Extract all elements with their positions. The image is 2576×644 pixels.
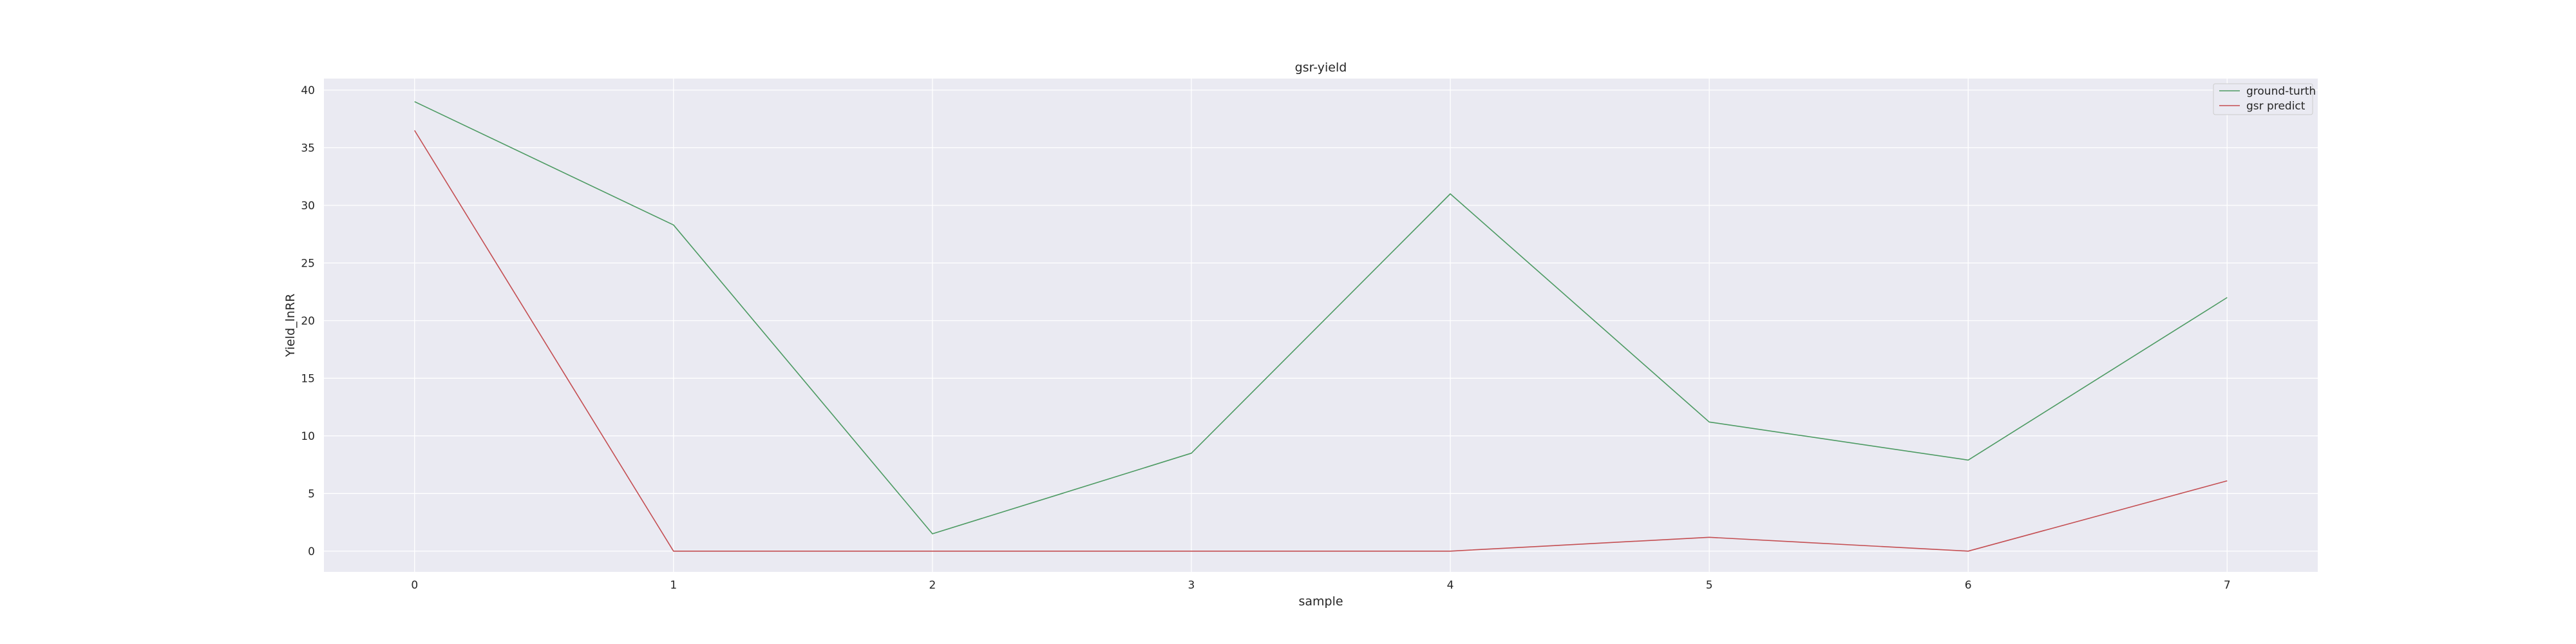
legend: ground-turth gsr predict [2213,83,2316,115]
x-tick-labels: 0 1 2 3 4 5 6 7 [411,579,2230,592]
legend-box [2213,83,2313,115]
y-tick-label: 5 [308,488,315,500]
x-tick-label: 0 [411,579,418,592]
plot-background [324,79,2318,572]
y-tick-label: 10 [301,430,315,443]
y-tick-label: 0 [308,545,315,558]
legend-label-gsr-predict: gsr predict [2246,100,2306,113]
y-tick-label: 20 [301,315,315,328]
series-line-gsr-predict [414,130,2228,552]
y-tick-label: 25 [301,257,315,270]
y-tick-labels: 0 5 10 15 20 25 30 35 40 [301,84,315,558]
y-tick-label: 15 [301,372,315,385]
grid-lines [324,79,2318,572]
x-tick-label: 3 [1188,579,1195,592]
y-tick-label: 40 [301,84,315,97]
x-tick-label: 6 [1965,579,1972,592]
series-lines [414,101,2228,552]
legend-label-ground-turth: ground-turth [2246,85,2316,98]
x-tick-label: 4 [1447,579,1454,592]
y-axis-label: Yield_lnRR [283,294,298,357]
series-line-ground-turth [414,101,2228,535]
x-tick-label: 5 [1706,579,1713,592]
y-tick-label: 35 [301,142,315,155]
x-tick-label: 1 [670,579,677,592]
x-tick-label: 7 [2224,579,2231,592]
x-axis-label: sample [1298,594,1343,609]
y-tick-label: 30 [301,200,315,213]
chart-title: gsr-yield [1295,61,1347,75]
x-tick-label: 2 [929,579,936,592]
